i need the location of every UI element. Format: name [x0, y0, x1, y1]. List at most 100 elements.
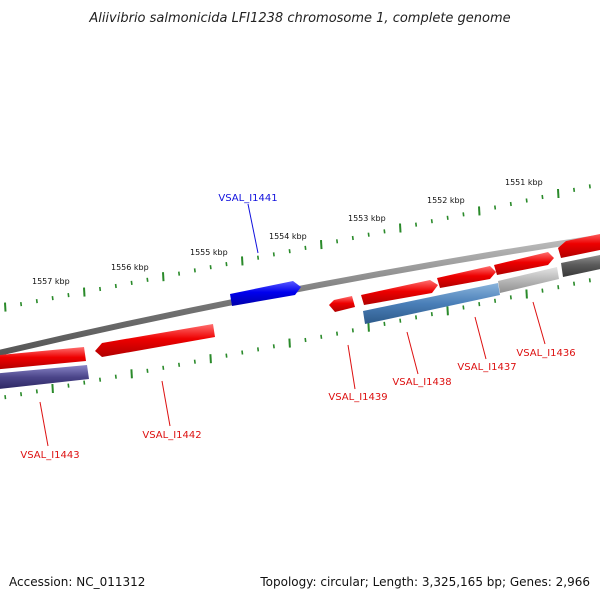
gene-label-vsal-i1442: VSAL_I1442: [142, 430, 201, 441]
upper-ruler-minor-tick: [130, 280, 133, 285]
rna-feature-darkgrey[interactable]: [561, 253, 600, 277]
upper-ruler-minor-tick: [35, 299, 38, 304]
upper-ruler-minor-tick: [541, 194, 544, 200]
leader-line-vsal-i1439: [347, 344, 356, 390]
lower-ruler-major-tick: [51, 383, 54, 394]
upper-ruler-minor-tick: [351, 235, 354, 241]
topology-text: Topology: circular; Length: 3,325,165 bp…: [259, 575, 590, 589]
gene-vsal-i1437[interactable]: [437, 266, 496, 288]
lower-ruler-minor-tick: [225, 353, 228, 358]
upper-ruler-minor-tick: [178, 271, 181, 276]
lower-ruler-minor-tick: [83, 380, 86, 385]
upper-ruler-minor-tick: [430, 219, 433, 224]
upper-ruler-minor-tick: [462, 212, 465, 217]
lower-ruler-minor-tick: [478, 302, 481, 307]
lower-ruler-major-tick: [130, 369, 133, 379]
upper-ruler-minor-tick: [494, 205, 497, 210]
gene-vsal-i1439[interactable]: [329, 296, 355, 312]
lower-ruler-major-tick: [209, 354, 212, 364]
lower-ruler-minor-tick: [193, 359, 196, 364]
upper-ruler-major-tick: [162, 272, 165, 282]
upper-ruler-minor-tick: [525, 198, 528, 203]
upper-ruler-major-tick: [4, 302, 7, 312]
upper-ruler-major-tick: [557, 188, 560, 199]
gene-label-vsal-i1436: VSAL_I1436: [516, 348, 575, 359]
upper-ruler-minor-tick: [383, 229, 386, 234]
upper-ruler-major-tick: [399, 223, 402, 233]
map-title: Aliivibrio salmonicida LFI1238 chromosom…: [88, 11, 510, 26]
lower-ruler-minor-tick: [162, 365, 165, 370]
lower-ruler-major-tick: [525, 289, 528, 299]
gene-vsal-i1443[interactable]: [0, 347, 86, 370]
kbp-label-1555: 1555 kbp: [190, 248, 228, 257]
lower-ruler-minor-tick: [557, 285, 560, 290]
upper-ruler-minor-tick: [288, 249, 291, 254]
upper-ruler-minor-tick: [51, 296, 54, 301]
lower-ruler-major-tick: [367, 322, 370, 332]
upper-ruler-minor-tick: [415, 222, 418, 227]
gene-label-vsal-i1438: VSAL_I1438: [392, 377, 451, 388]
lower-ruler-minor-tick: [573, 281, 576, 286]
gene-right-edge-forward[interactable]: [558, 232, 600, 258]
rna-feature-steelblue[interactable]: [363, 283, 500, 324]
upper-ruler-minor-tick: [367, 232, 370, 237]
lower-ruler-minor-tick: [241, 350, 244, 355]
upper-ruler-minor-tick: [146, 277, 149, 282]
gene-label-vsal-i1443: VSAL_I1443: [20, 450, 79, 461]
upper-ruler-minor-tick: [446, 215, 449, 220]
lower-ruler-minor-tick: [35, 389, 38, 394]
lower-tick-ruler: [4, 278, 591, 400]
rna-feature-left-purple[interactable]: [0, 365, 89, 390]
kbp-label-1556: 1556 kbp: [111, 263, 149, 272]
rna-feature-lightgrey[interactable]: [498, 267, 559, 293]
upper-ruler-minor-tick: [114, 283, 117, 289]
lower-ruler-minor-tick: [462, 305, 465, 310]
kbp-label-1557: 1557 kbp: [32, 277, 70, 286]
upper-ruler-minor-tick: [509, 201, 512, 207]
upper-ruler-minor-tick: [257, 255, 260, 260]
gene-vsal-i1436[interactable]: [494, 252, 554, 275]
upper-ruler-minor-tick: [304, 245, 307, 250]
lower-ruler-minor-tick: [509, 295, 512, 300]
leader-line-vsal-i1442: [161, 380, 171, 427]
kbp-label-1552: 1552 kbp: [427, 196, 465, 205]
lower-ruler-major-tick: [446, 306, 449, 316]
lower-ruler-minor-tick: [588, 278, 591, 283]
lower-ruler-minor-tick: [415, 315, 418, 320]
lower-ruler-minor-tick: [99, 377, 102, 382]
gene-vsal-i1438[interactable]: [361, 280, 438, 305]
kbp-label-1553: 1553 kbp: [348, 214, 386, 223]
lower-ruler-minor-tick: [257, 347, 260, 352]
upper-ruler-minor-tick: [20, 302, 23, 307]
lower-ruler-minor-tick: [304, 337, 307, 343]
lower-ruler-minor-tick: [146, 368, 149, 373]
gene-label-vsal-i1437: VSAL_I1437: [457, 362, 516, 373]
leader-line-vsal-i1437: [474, 316, 487, 360]
lower-ruler-minor-tick: [272, 344, 275, 349]
leader-line-vsal-i1436: [532, 301, 546, 345]
gene-label-vsal-i1441: VSAL_I1441: [218, 193, 277, 204]
lower-ruler-minor-tick: [494, 298, 497, 303]
gene-vsal-i1442[interactable]: [95, 324, 215, 357]
lower-ruler-minor-tick: [399, 318, 402, 323]
lower-ruler-minor-tick: [541, 288, 544, 293]
accession-text: Accession: NC_011312: [9, 575, 145, 589]
upper-ruler-major-tick: [478, 206, 481, 216]
gene-label-vsal-i1439: VSAL_I1439: [328, 392, 387, 403]
upper-ruler-minor-tick: [272, 252, 275, 257]
upper-kbp-ruler: [4, 184, 591, 312]
upper-ruler-major-tick: [241, 256, 244, 266]
lower-ruler-minor-tick: [320, 334, 323, 339]
leader-line-vsal-i1438: [406, 331, 419, 375]
upper-ruler-minor-tick: [67, 293, 70, 298]
kbp-label-1551: 1551 kbp: [505, 178, 543, 187]
upper-ruler-minor-tick: [99, 286, 102, 292]
leader-line-vsal-i1443: [39, 401, 49, 447]
gene-vsal-i1441[interactable]: [230, 281, 301, 306]
chromosome-backbone: [0, 234, 600, 356]
lower-ruler-minor-tick: [67, 383, 70, 388]
upper-ruler-minor-tick: [336, 239, 339, 244]
upper-ruler-minor-tick: [209, 265, 212, 270]
lower-ruler-minor-tick: [383, 321, 386, 326]
